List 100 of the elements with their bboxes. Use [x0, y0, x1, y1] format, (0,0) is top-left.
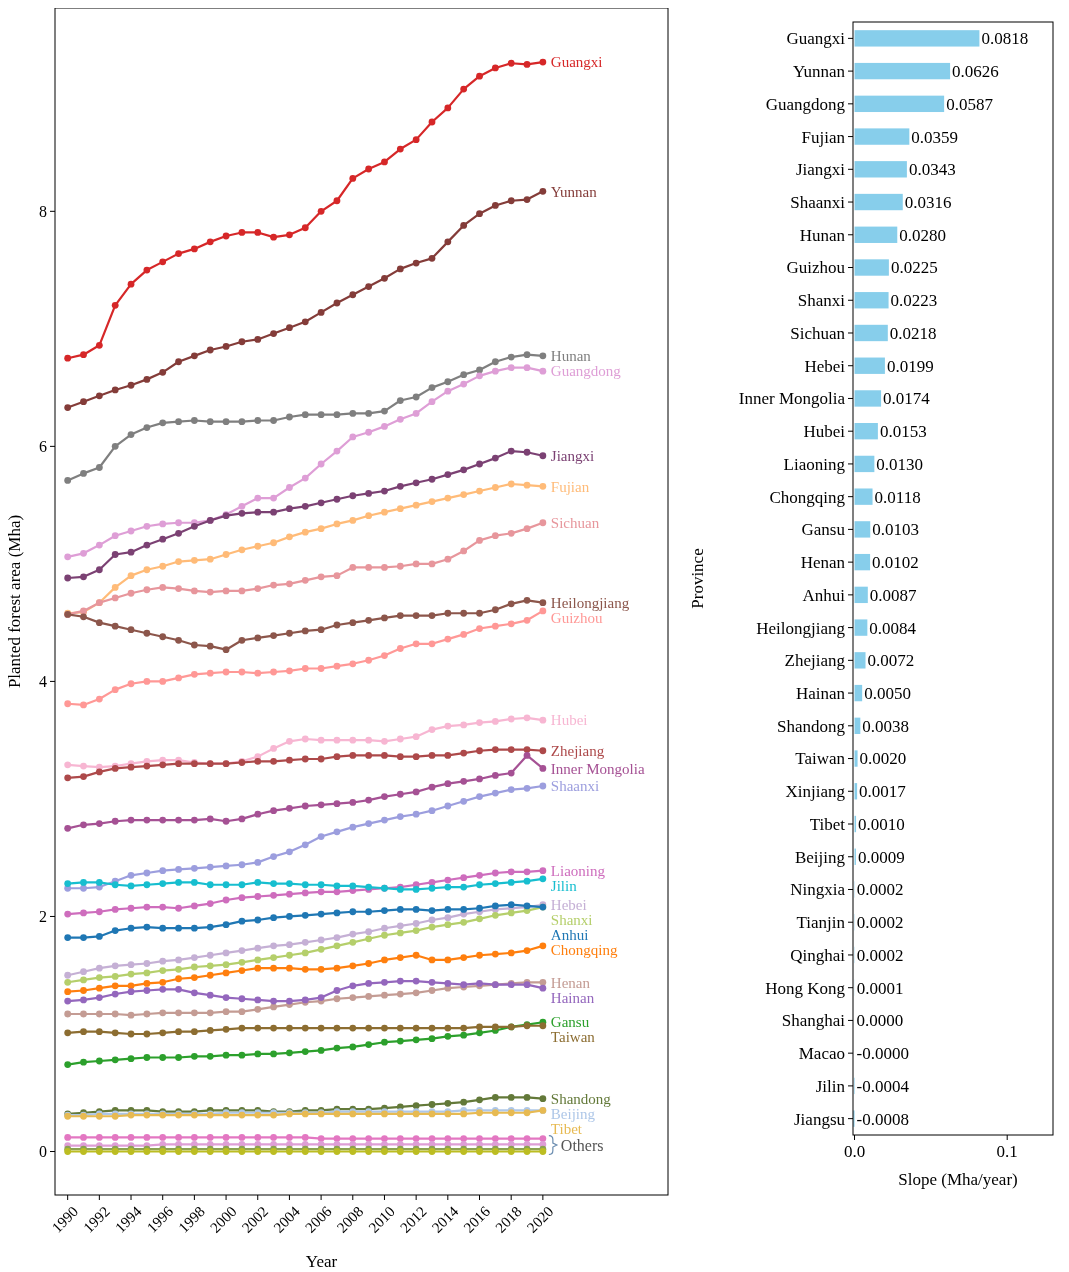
- y-tick-label: Shaanxi: [790, 192, 846, 212]
- y-tick-label: Taiwan: [795, 749, 846, 769]
- data-label: 0.0002: [856, 945, 904, 965]
- series-label: Heilongjiang: [550, 594, 630, 611]
- y-tick-label: Qinghai: [790, 945, 846, 965]
- series-label: Inner Mongolia: [550, 760, 645, 777]
- data-label: 0.0072: [867, 651, 915, 671]
- series-label: Tibet: [550, 1120, 583, 1137]
- data-label: 0.0818: [981, 29, 1029, 49]
- y-tick-label: Inner Mongolia: [738, 389, 846, 409]
- y-tick-label: Beijing: [794, 847, 846, 867]
- y-tick-label: Henan: [800, 553, 846, 573]
- data-label: 0.0103: [872, 520, 919, 540]
- y-tick-label: Hunan: [799, 225, 846, 245]
- data-label: 0.0010: [858, 814, 905, 834]
- y-tick-label: Tianjin: [796, 913, 846, 933]
- data-label: 0.0087: [869, 585, 918, 605]
- y-axis-title: Planted forest area (Mha): [5, 514, 24, 689]
- y-tick-label: Shandong: [777, 716, 846, 736]
- series-label: Hubei: [550, 712, 588, 729]
- series-label: Gansu: [550, 1014, 590, 1031]
- y-tick-label: Ningxia: [790, 880, 846, 900]
- annotation: Others: [560, 1136, 604, 1154]
- y-tick-label: Guizhou: [786, 258, 846, 278]
- y-tick-label: Hubei: [803, 422, 846, 442]
- series-label: Hunan: [550, 348, 592, 365]
- y-tick-label: Anhui: [802, 585, 846, 605]
- data-label: 0.0038: [862, 716, 910, 736]
- data-label: 0.0153: [879, 422, 927, 442]
- y-tick-label: 2: [39, 908, 47, 926]
- data-label: 0.0084: [869, 618, 917, 638]
- series-label: Shanxi: [550, 911, 593, 928]
- data-label: 0.0102: [872, 553, 919, 573]
- series-label: Guangdong: [550, 363, 622, 380]
- y-tick-label: Tibet: [809, 814, 846, 834]
- series-label: Hebei: [550, 896, 587, 913]
- data-label: 0.0225: [890, 258, 938, 278]
- y-tick-label: Chongqing: [769, 487, 846, 507]
- x-axis-title: Slope (Mha/year): [898, 1170, 1018, 1189]
- data-label: 0.0002: [856, 913, 904, 933]
- series-label: Chongqing: [550, 941, 619, 958]
- data-label: 0.0316: [904, 192, 952, 212]
- y-tick-label: Hainan: [795, 684, 846, 704]
- series-label: Fujian: [550, 478, 590, 495]
- data-label: 0.0118: [874, 487, 921, 507]
- series-label: Jiangxi: [550, 448, 595, 465]
- series-label: Liaoning: [550, 862, 606, 879]
- y-tick-label: Shanxi: [797, 291, 846, 311]
- series-label: Beijing: [550, 1105, 596, 1122]
- y-tick-label: Fujian: [801, 127, 846, 147]
- data-label: 0.0020: [859, 749, 907, 769]
- y-tick-label: Hong Kong: [765, 978, 846, 998]
- y-tick-label: Guangdong: [765, 94, 846, 114]
- y-tick-label: 0: [39, 1143, 47, 1161]
- series-label: Sichuan: [550, 515, 600, 532]
- data-label: 0.0280: [899, 225, 947, 245]
- data-label: -0.0000: [856, 1044, 909, 1064]
- x-axis-title: Year: [305, 1252, 338, 1271]
- y-tick-label: Jilin: [815, 1076, 846, 1096]
- series-label: Taiwan: [550, 1029, 596, 1046]
- y-tick-label: Gansu: [801, 520, 846, 540]
- series-label: Guangxi: [550, 54, 603, 71]
- data-label: 0.0218: [889, 323, 937, 343]
- data-label: -0.0008: [856, 1109, 909, 1129]
- data-label: 0.0199: [886, 356, 934, 376]
- y-tick-label: Jiangxi: [795, 160, 846, 180]
- data-label: 0.0130: [876, 454, 924, 474]
- y-axis-title: Province: [688, 548, 707, 609]
- series-label: Shandong: [550, 1090, 612, 1107]
- y-tick-label: Sichuan: [790, 323, 846, 343]
- y-tick-label: Yunnan: [793, 62, 846, 82]
- series-label: Yunnan: [550, 183, 598, 200]
- y-tick-label: Liaoning: [783, 454, 846, 474]
- y-tick-label: Hebei: [804, 356, 846, 376]
- y-tick-label: 6: [39, 437, 47, 455]
- y-tick-label: Macao: [798, 1044, 845, 1064]
- data-label: 0.0587: [946, 94, 994, 114]
- y-tick-label: Zhejiang: [784, 651, 846, 671]
- data-label: 0.0050: [864, 684, 911, 704]
- data-label: 0.0000: [856, 1011, 904, 1031]
- series-label: Anhui: [550, 926, 589, 943]
- series-label: Hainan: [550, 989, 595, 1006]
- data-label: -0.0004: [856, 1076, 910, 1096]
- data-label: 0.0223: [890, 291, 938, 311]
- y-tick-label: Guangxi: [786, 29, 846, 49]
- data-label: 0.0174: [883, 389, 931, 409]
- data-label: 0.0343: [908, 160, 956, 180]
- y-tick-label: 4: [39, 673, 47, 691]
- x-tick-label: 0.0: [843, 1142, 866, 1161]
- y-tick-label: Heilongjiang: [756, 618, 846, 638]
- data-label: 0.0626: [952, 62, 999, 82]
- x-tick-label: 0.1: [996, 1142, 1018, 1161]
- data-label: 0.0009: [857, 847, 905, 867]
- y-tick-label: Shanghai: [781, 1011, 846, 1031]
- y-tick-label: Jiangsu: [794, 1109, 846, 1129]
- series-label: Zhejiang: [550, 743, 605, 760]
- data-label: 0.0002: [856, 880, 904, 900]
- data-label: 0.0017: [859, 782, 907, 802]
- y-tick-label: Xinjiang: [785, 782, 846, 802]
- data-label: 0.0001: [856, 978, 904, 998]
